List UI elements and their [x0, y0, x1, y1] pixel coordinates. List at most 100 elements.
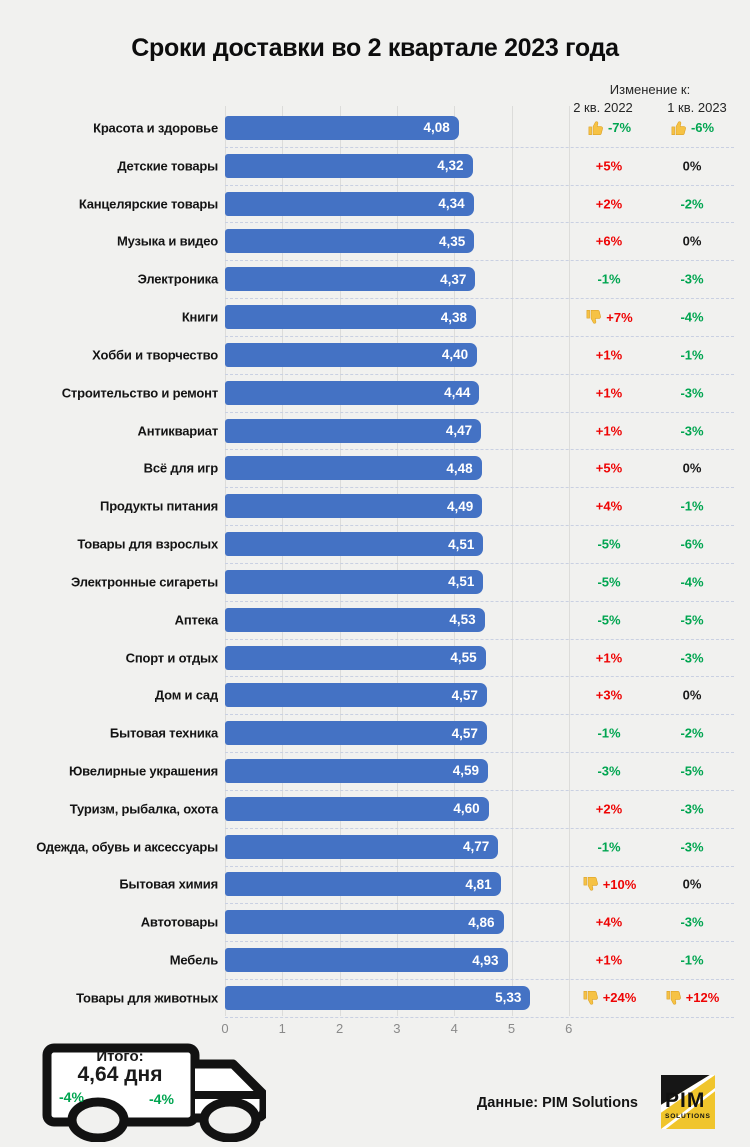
chart-row: Туризм, рыбалка, охота 4,60 +2% -3% [0, 790, 750, 829]
category-label: Туризм, рыбалка, охота [69, 801, 218, 817]
change-vs-q2-2022: -3% [556, 763, 662, 778]
bar: 4,53 [225, 607, 485, 632]
bar: 4,51 [225, 532, 484, 557]
total-label: Итого: [96, 1048, 144, 1065]
bar-value-label: 4,81 [465, 876, 492, 892]
change-value: -1% [597, 839, 621, 855]
category-label: Электронные сигареты [71, 574, 218, 590]
bar: 4,08 [225, 115, 459, 140]
change-value: +7% [606, 309, 633, 325]
category-label: Аптека [174, 612, 219, 628]
chart-row: Канцелярские товары 4,34 +2% -2% [0, 185, 750, 224]
chart-row: Бытовая техника 4,57 -1% -2% [0, 714, 750, 753]
change-value: +1% [595, 423, 623, 439]
change-vs-q1-2023: -2% [644, 196, 740, 211]
change-value: -3% [680, 423, 704, 439]
category-label: Музыка и видео [116, 233, 218, 249]
bar-value-label: 4,44 [444, 385, 471, 401]
change-value: 0% [682, 158, 702, 174]
change-vs-q2-2022: +2% [556, 196, 662, 211]
gridline [511, 106, 513, 1016]
chart-row: Товары для взрослых 4,51 -5% -6% [0, 525, 750, 564]
bar-value-label: 4,57 [451, 687, 478, 703]
change-value: -1% [680, 498, 704, 514]
bar-value-label: 4,47 [445, 423, 473, 439]
change-value: +4% [595, 914, 623, 930]
change-value: -5% [680, 612, 704, 628]
change-value: -7% [607, 120, 632, 136]
change-vs-q1-2023: 0% [644, 461, 740, 476]
change-vs-q2-2022: -1% [556, 272, 662, 287]
change-value: +5% [595, 460, 623, 476]
change-value: -1% [680, 952, 704, 968]
truck-icon [42, 1043, 266, 1142]
chart-row: Всё для игр 4,48 +5% 0% [0, 449, 750, 489]
change-value: -5% [597, 574, 621, 590]
change-value: +1% [595, 385, 623, 401]
change-vs-q2-2022: +6% [556, 234, 662, 249]
category-label: Дом и сад [154, 687, 218, 703]
bar-value-label: 5,33 [495, 990, 522, 1006]
change-col-2023-label: 1 кв. 2023 [667, 100, 727, 115]
chart-rows: Красота и здоровье 4,08 -7% -6% Детские това… [0, 109, 750, 1018]
change-vs-q2-2022: +7% [556, 308, 662, 326]
change-vs-q2-2022: +1% [556, 385, 662, 400]
bar-value-label: 4,55 [450, 650, 477, 665]
category-label: Детские товары [117, 158, 218, 174]
bar: 4,47 [225, 418, 482, 443]
bar: 4,57 [225, 721, 487, 746]
bar: 4,35 [225, 229, 475, 254]
chart-row: Мебель 4,93 +1% -1% [0, 941, 750, 980]
chart-row: Антиквариат 4,47 +1% -3% [0, 412, 750, 451]
bar-value-label: 4,51 [448, 574, 475, 590]
category-label: Мебель [169, 952, 218, 968]
bar-value-label: 4,77 [463, 839, 490, 855]
change-vs-q2-2022: +4% [556, 499, 662, 514]
chart-row: Спорт и отдых 4,55 +1% -3% [0, 639, 750, 678]
bar: 5,33 [225, 985, 531, 1010]
change-value: 0% [682, 233, 702, 249]
change-vs-q2-2022: +1% [556, 953, 662, 968]
thumbs-down-icon [583, 990, 598, 1005]
bar: 4,34 [225, 191, 474, 216]
bar-value-label: 4,34 [438, 196, 465, 212]
change-vs-q2-2022: -5% [556, 612, 662, 627]
change-value: +5% [595, 158, 623, 174]
chart-row: Аптека 4,53 -5% -5% [0, 601, 750, 640]
change-vs-q1-2023: 0% [644, 158, 740, 173]
change-vs-q1-2023: -1% [644, 953, 740, 968]
category-label: Товары для животных [76, 990, 218, 1006]
change-vs-q2-2022: -5% [556, 574, 662, 589]
bar: 4,60 [225, 796, 489, 821]
change-vs-q1-2023: -6% [644, 119, 740, 137]
bar-value-label: 4,86 [468, 914, 495, 930]
chart-row: Хобби и творчество 4,40 +1% -1% [0, 336, 750, 375]
bar: 4,77 [225, 834, 499, 859]
category-label: Книги [181, 309, 218, 325]
change-vs-q2-2022: -1% [556, 726, 662, 741]
category-label: Антиквариат [137, 423, 219, 439]
gridline [339, 106, 341, 1016]
change-vs-q2-2022: +10% [556, 875, 662, 893]
change-value: +2% [595, 801, 623, 817]
category-label: Хобби и творчество [92, 347, 218, 363]
category-label: Товары для взрослых [77, 536, 218, 552]
chart-row: Одежда, обувь и аксессуары 4,77 -1% -3% [0, 828, 750, 867]
change-value: +2% [595, 196, 623, 212]
chart-row: Музыка и видео 4,35 +6% 0% [0, 222, 750, 262]
chart-row: Электроника 4,37 -1% -3% [0, 260, 750, 299]
bar-value-label: 4,35 [439, 233, 466, 249]
bar: 4,32 [225, 153, 473, 178]
change-vs-q2-2022: +3% [556, 688, 662, 703]
change-value: -3% [680, 914, 704, 930]
change-value: +1% [595, 347, 623, 363]
change-vs-q2-2022: -7% [556, 119, 662, 137]
change-vs-q1-2023: +12% [644, 989, 740, 1007]
change-value: -3% [680, 839, 704, 855]
change-value: 0% [682, 876, 702, 892]
change-vs-q1-2023: -4% [644, 574, 740, 589]
x-axis-tick: 4 [450, 1021, 458, 1036]
bar-value-label: 4,53 [449, 612, 476, 628]
change-header-title: Изменение к: [609, 82, 691, 97]
change-vs-q1-2023: 0% [644, 877, 740, 892]
